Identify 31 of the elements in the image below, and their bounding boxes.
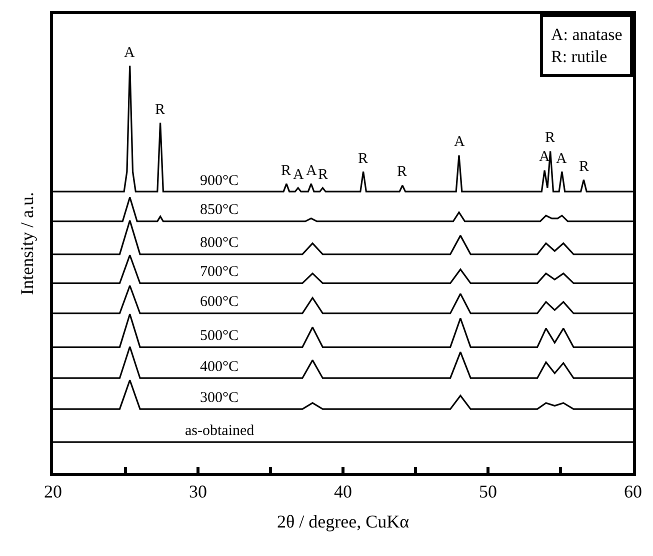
series-label: 400°C [200, 359, 239, 375]
x-axis-title: 2θ / degree, CuKα [276, 512, 410, 532]
annotation: A [306, 163, 317, 179]
y-axis-title: Intensity / a.u. [17, 192, 38, 295]
annotation: A [293, 167, 304, 183]
series-label: 700°C [200, 264, 239, 280]
series-label: 850°C [200, 202, 239, 218]
annotation: R [545, 130, 556, 146]
series-label: 800°C [200, 235, 239, 251]
series-label: 600°C [200, 294, 239, 310]
annotation: A [124, 45, 135, 61]
series-label: as-obtained [185, 423, 255, 439]
annotation: R [155, 102, 166, 118]
annotation: R [358, 151, 368, 167]
annotation: R [579, 159, 590, 175]
series-label: 900°C [200, 173, 239, 189]
text: A: anatase [551, 25, 622, 44]
annotation: R: rutile [551, 47, 608, 66]
series-label: 300°C [200, 390, 239, 406]
annotation: R [281, 163, 292, 179]
annotation: A [454, 134, 465, 150]
annotation: R [318, 167, 328, 183]
annotation: R [397, 164, 408, 180]
x-tick-label: 20 [44, 482, 62, 502]
series-label: 500°C [200, 328, 239, 344]
x-tick-label: 60 [624, 482, 642, 502]
x-tick-label: 50 [479, 482, 497, 502]
x-tick-label: 40 [334, 482, 352, 502]
annotation: A [556, 151, 567, 167]
annotation: A [539, 149, 550, 165]
x-tick-label: 30 [189, 482, 207, 502]
